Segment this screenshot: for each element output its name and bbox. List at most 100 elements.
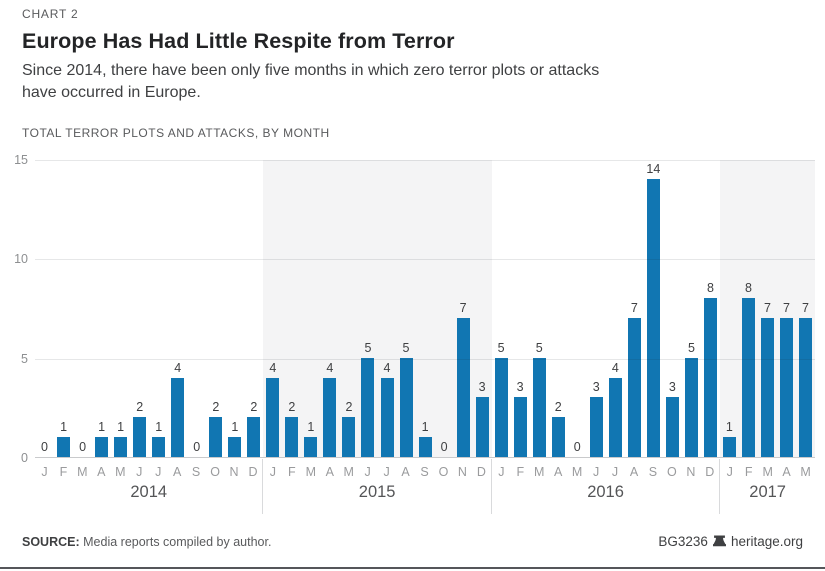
bar bbox=[323, 377, 337, 457]
bar-value-label: 4 bbox=[611, 360, 619, 375]
axis-group-2017: J F M A M 2017 bbox=[720, 459, 815, 514]
bar-cell-2015-O9: 0 bbox=[435, 160, 454, 457]
y-tick-5: 5 bbox=[21, 351, 28, 366]
chart-subtitle: Since 2014, there have been only five mo… bbox=[22, 60, 599, 103]
bar bbox=[418, 437, 432, 457]
bar-cell-2014-N10: 1 bbox=[225, 160, 244, 457]
month-label: A bbox=[401, 465, 410, 479]
bar bbox=[665, 397, 679, 457]
bar bbox=[361, 357, 375, 457]
bar-value-label: 2 bbox=[136, 400, 144, 415]
bar-value-label: 0 bbox=[573, 440, 581, 454]
month-label: J bbox=[611, 465, 619, 479]
heritage-bell-icon bbox=[712, 535, 726, 547]
year-label: 2015 bbox=[358, 483, 396, 501]
bar bbox=[456, 317, 470, 457]
bar-value-label: 2 bbox=[554, 400, 562, 415]
axis-group-2016: J F M A M J J A S O N D 2016 bbox=[492, 459, 721, 514]
bar-value-label: 7 bbox=[459, 300, 467, 315]
bar-cell-2014-D11: 2 bbox=[244, 160, 263, 457]
bar-value-label: 3 bbox=[592, 380, 600, 395]
bar-value-label: 1 bbox=[231, 420, 239, 435]
gridline-5 bbox=[35, 358, 815, 360]
bar bbox=[494, 357, 508, 457]
bar-value-label: 3 bbox=[478, 380, 486, 395]
bar-cell-2016-S8: 14 bbox=[644, 160, 663, 457]
bar bbox=[342, 417, 356, 457]
axis-group-2015: J F M A M J J A S O N D 2015 bbox=[263, 459, 492, 514]
plot-area: 0 1 0 1 1 2 1 4 0 2 1 2 4 2 1 4 2 5 4 5 1 0 7 3 5 3 5 2 0 3 4 7 14 3 5 8 1 8 7… bbox=[35, 160, 816, 458]
bar-value-label: 5 bbox=[402, 340, 410, 355]
site-name: heritage.org bbox=[730, 534, 803, 549]
bar bbox=[399, 357, 413, 457]
year-label: 2016 bbox=[587, 483, 624, 501]
month-label: F bbox=[744, 465, 753, 479]
bar bbox=[589, 397, 603, 457]
month-label: J bbox=[269, 465, 277, 479]
bar-cell-2014-A3: 1 bbox=[92, 160, 111, 457]
bar bbox=[608, 377, 622, 457]
bar-cell-2016-M4: 0 bbox=[568, 160, 587, 457]
bar bbox=[209, 417, 223, 457]
bar bbox=[228, 437, 242, 457]
bottom-divider bbox=[0, 567, 825, 569]
bar-cell-2014-J0: 0 bbox=[35, 160, 54, 457]
bar-cell-2015-A7: 5 bbox=[397, 160, 416, 457]
bar-value-label: 14 bbox=[646, 161, 661, 176]
month-label: N bbox=[457, 465, 467, 479]
bar-value-label: 1 bbox=[98, 420, 106, 435]
bar-value-label: 0 bbox=[193, 440, 201, 454]
bar-cell-2015-J6: 4 bbox=[377, 160, 396, 457]
bar bbox=[646, 178, 660, 457]
bar-value-label: 4 bbox=[174, 360, 182, 375]
bar-value-label: 1 bbox=[421, 420, 429, 435]
x-axis: J F M A M J J A S O N D 2014 J F M A M J J A S O N D 2015 J F M A M J J A… bbox=[35, 459, 815, 514]
bar-cell-2014-O9: 2 bbox=[206, 160, 225, 457]
bar-cell-2016-N10: 5 bbox=[682, 160, 701, 457]
bar-cell-2014-F1: 1 bbox=[54, 160, 73, 457]
month-label: A bbox=[782, 465, 791, 479]
bar bbox=[133, 417, 147, 457]
source-label: SOURCE: bbox=[22, 535, 80, 549]
bar-cell-2016-J5: 3 bbox=[587, 160, 606, 457]
bar-value-label: 7 bbox=[783, 300, 790, 315]
bars-layer: 0 1 0 1 1 2 1 4 0 2 1 2 4 2 1 4 2 5 4 5 1 0 7 3 5 3 5 2 0 3 4 7 14 3 5 8 1 8 7… bbox=[35, 160, 815, 457]
bar-value-label: 7 bbox=[630, 300, 638, 315]
month-label: S bbox=[191, 465, 201, 479]
bar-cell-2015-J0: 4 bbox=[263, 160, 282, 457]
chart-kicker: CHART 2 bbox=[22, 7, 79, 21]
bar-cell-2014-J5: 2 bbox=[130, 160, 149, 457]
bar-cell-2017-M4: 7 bbox=[796, 160, 815, 457]
bar bbox=[114, 437, 128, 457]
month-label: M bbox=[762, 465, 773, 479]
bar bbox=[171, 377, 185, 457]
bar bbox=[627, 317, 641, 457]
bar-value-label: 2 bbox=[345, 400, 353, 415]
month-label: J bbox=[364, 465, 371, 479]
bar bbox=[703, 298, 717, 457]
gridline-10 bbox=[35, 259, 815, 261]
month-label: M bbox=[115, 465, 126, 479]
month-label: A bbox=[325, 465, 334, 479]
bar-value-label: 1 bbox=[60, 420, 68, 435]
month-label: D bbox=[476, 465, 486, 479]
bar-cell-2016-J6: 4 bbox=[606, 160, 625, 457]
bar-cell-2015-J5: 5 bbox=[358, 160, 377, 457]
month-label: A bbox=[554, 465, 563, 479]
bar-cell-2017-M2: 7 bbox=[758, 160, 777, 457]
bar bbox=[722, 437, 736, 457]
bar-cell-2017-F1: 8 bbox=[739, 160, 758, 457]
bar-cell-2015-S8: 1 bbox=[416, 160, 435, 457]
bar-value-label: 1 bbox=[117, 420, 125, 435]
bar bbox=[684, 357, 698, 457]
bar-value-label: 2 bbox=[250, 400, 258, 415]
bar-group-2016: 5 3 5 2 0 3 4 7 14 3 5 8 bbox=[492, 160, 720, 457]
month-label: N bbox=[686, 465, 696, 479]
bar-cell-2016-M2: 5 bbox=[530, 160, 549, 457]
month-label: J bbox=[136, 465, 143, 479]
bar-value-label: 0 bbox=[41, 440, 48, 454]
bar-cell-2014-J6: 1 bbox=[149, 160, 168, 457]
